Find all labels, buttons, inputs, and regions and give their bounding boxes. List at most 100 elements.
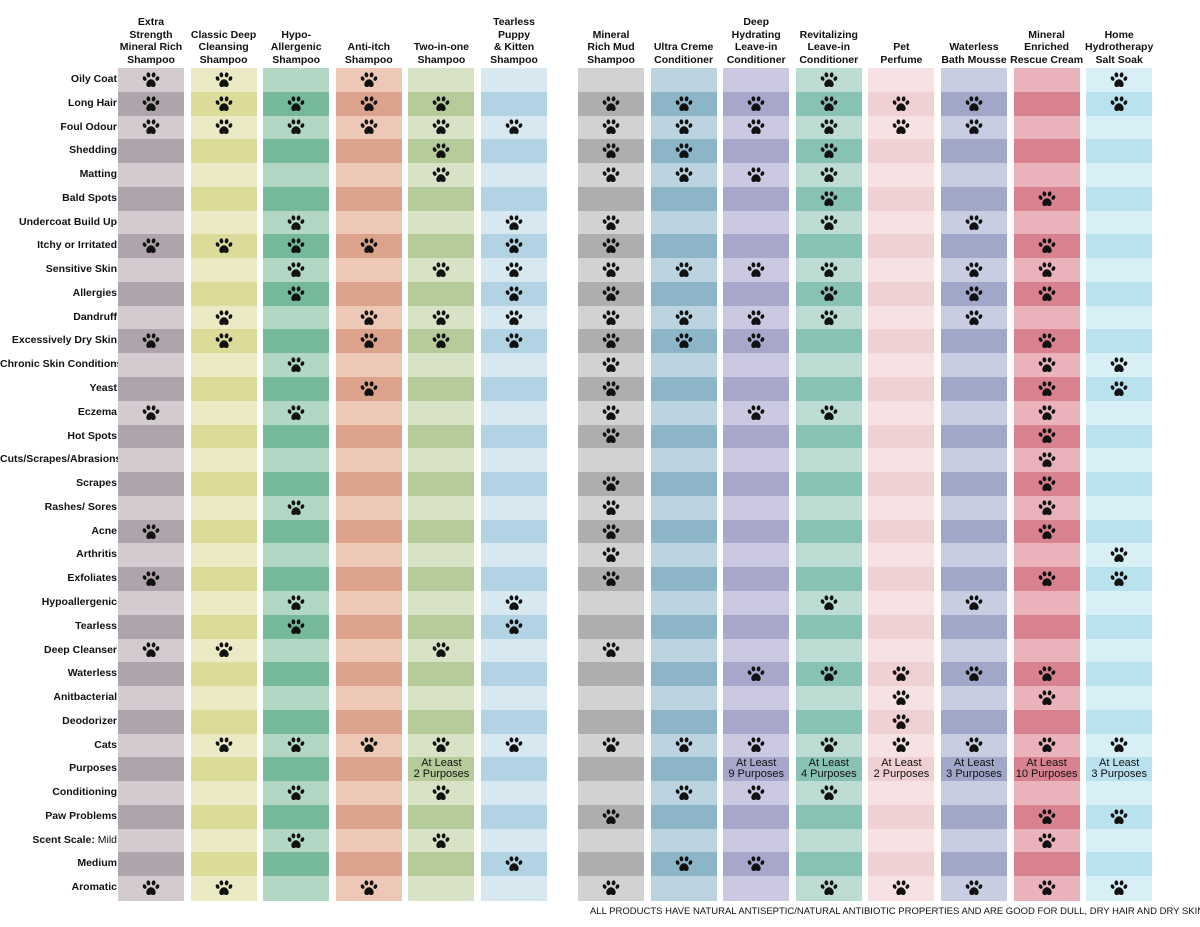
- table-cell: [723, 804, 790, 830]
- table-cell: [650, 448, 717, 473]
- table-cell: [723, 757, 790, 782]
- row-label: Bald Spots: [0, 187, 117, 211]
- paw-icon: [747, 262, 765, 278]
- table-cell: [408, 234, 475, 259]
- paw-icon: [820, 143, 838, 159]
- paw-icon: [820, 595, 838, 610]
- purposes-text-line: At Least: [736, 756, 777, 769]
- table-cell: [1086, 757, 1153, 782]
- table-cell: [795, 543, 862, 568]
- table-cell: [578, 709, 644, 735]
- table-cell: [795, 377, 862, 402]
- table-cell: [190, 686, 257, 711]
- table-cell: [941, 638, 1007, 663]
- table-cell: [723, 686, 790, 711]
- table-cell: [1086, 258, 1153, 283]
- table-cell: [1086, 186, 1153, 212]
- paw-icon: [1038, 286, 1055, 301]
- paw-icon: [215, 72, 232, 87]
- table-cell: [868, 305, 935, 331]
- column-header-line: Leave-in: [734, 41, 778, 53]
- table-cell: [263, 519, 330, 545]
- paw-icon: [675, 856, 692, 872]
- table-cell: [190, 353, 257, 378]
- table-cell: [650, 567, 717, 592]
- table-cell: [481, 567, 547, 592]
- column-header-line: Tearless: [493, 16, 535, 28]
- table-cell: [868, 400, 935, 426]
- table-cell: [650, 186, 717, 212]
- row-label-text: Conditioning: [52, 786, 117, 799]
- paw-icon: [602, 428, 620, 444]
- table-cell: [868, 638, 935, 663]
- column-header-line: Shampoo: [127, 53, 175, 66]
- table-cell: [1013, 91, 1080, 117]
- table-cell: [408, 709, 475, 735]
- paw-icon: [287, 500, 305, 515]
- table-cell: [335, 258, 402, 283]
- row-label-text: Arthritis: [76, 548, 117, 561]
- row-label: Waterless: [0, 662, 117, 686]
- row-label: Excessively Dry Skin: [0, 329, 117, 353]
- paw-icon: [1038, 405, 1055, 420]
- row-label: Eczema: [0, 401, 117, 425]
- table-cell: [190, 519, 257, 545]
- column-header-line: Shampoo: [199, 53, 248, 66]
- purposes-text-line: 4 Purposes: [800, 768, 857, 781]
- paw-icon: [820, 737, 838, 753]
- table-cell: [1086, 638, 1153, 663]
- table-cell: [1086, 590, 1153, 616]
- paw-icon: [602, 571, 620, 587]
- table-cell: [408, 448, 475, 473]
- row-label-text: Itchy or Irritated: [37, 239, 117, 252]
- table-cell: [650, 686, 717, 711]
- table-cell: [941, 68, 1007, 93]
- table-cell: [481, 543, 547, 568]
- paw-icon: [142, 96, 160, 111]
- paw-icon: [602, 737, 620, 753]
- row-label-text: Medium: [77, 857, 117, 870]
- column-header-line: Classic Deep: [190, 28, 257, 41]
- paw-icon: [1038, 690, 1055, 705]
- paw-icon: [142, 880, 160, 896]
- row-label: Deodorizer: [0, 710, 117, 734]
- paw-icon: [747, 96, 765, 111]
- table-cell: [795, 638, 862, 663]
- paw-icon: [1110, 547, 1128, 563]
- table-cell: [650, 472, 717, 497]
- table-cell: [723, 68, 790, 93]
- table-cell: [650, 281, 717, 307]
- paw-icon: [215, 737, 232, 753]
- table-cell: [481, 781, 547, 806]
- table-cell: [481, 686, 547, 711]
- row-label-text: Deep Cleanser: [44, 643, 117, 656]
- column-header: Revitalizing Leave-in Conditioner: [792, 4, 866, 66]
- paw-icon: [747, 405, 765, 420]
- row-label-text: Undercoat Build Up: [18, 215, 117, 228]
- table-cell: [263, 709, 330, 735]
- paw-icon: [602, 214, 620, 230]
- paw-icon: [142, 238, 160, 254]
- paw-icon: [1110, 72, 1128, 87]
- paw-icon: [893, 690, 910, 705]
- table-cell: [1013, 163, 1080, 188]
- purposes-text-line: 2 Purposes: [413, 768, 470, 781]
- purposes-text: At Least 3 Purposes: [1082, 757, 1156, 781]
- table-cell: [868, 614, 935, 640]
- paw-icon: [893, 666, 910, 682]
- table-cell: [1013, 210, 1080, 235]
- table-cell: [795, 353, 862, 378]
- table-cell: [723, 876, 790, 901]
- column-header: Ultra Creme Conditioner: [647, 4, 721, 66]
- table-cell: [1013, 638, 1080, 663]
- table-cell: [795, 709, 862, 735]
- table-cell: [408, 68, 475, 93]
- table-cell: [868, 828, 935, 854]
- table-cell: [190, 495, 257, 521]
- table-cell: [723, 448, 790, 473]
- paw-icon: [433, 96, 450, 111]
- table-cell: [408, 757, 475, 782]
- paw-icon: [602, 642, 620, 658]
- table-cell: [941, 686, 1007, 711]
- column-header-line: Two-in-one: [413, 41, 469, 53]
